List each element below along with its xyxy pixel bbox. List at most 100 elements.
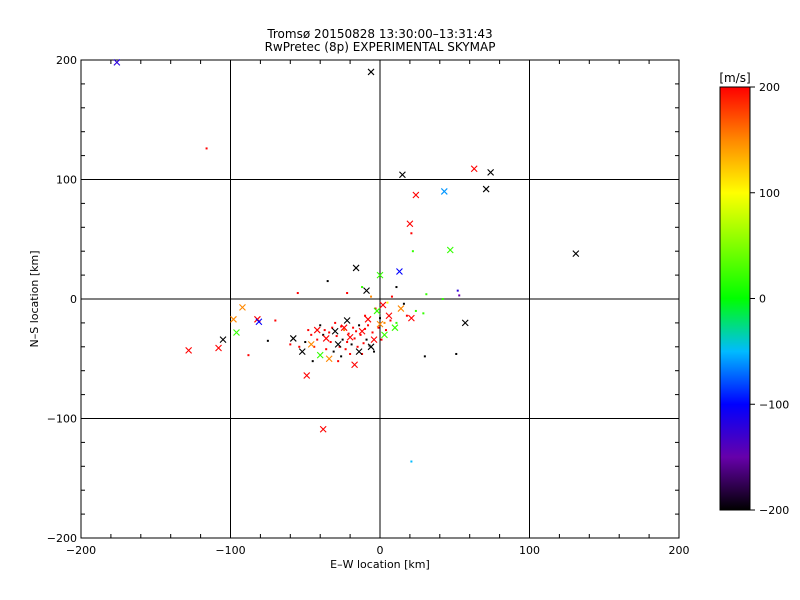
data-point-dot: [343, 329, 346, 332]
data-point-x-marker: [364, 315, 372, 323]
data-marks: [113, 59, 580, 463]
colorbar-gradient: [719, 86, 751, 511]
data-point-x-marker: [230, 315, 237, 323]
data-point-dot: [319, 324, 322, 327]
data-point-x-marker: [316, 351, 324, 359]
x-tick-label: −200: [66, 544, 96, 557]
data-point-x-marker: [376, 320, 384, 328]
data-point-x-marker: [396, 268, 403, 275]
data-point-dot: [334, 321, 337, 324]
data-point-dot: [340, 355, 343, 358]
y-tick-label: 0: [70, 293, 77, 306]
data-point-x-marker: [379, 301, 387, 309]
data-point-x-marker: [346, 333, 354, 341]
data-point-dot: [346, 292, 349, 295]
data-point-dot: [247, 354, 250, 357]
y-tick-label: −200: [47, 532, 77, 545]
data-point-dot: [322, 333, 325, 336]
colorbar-tick-label: 200: [759, 81, 780, 94]
y-tick-label: −100: [47, 413, 77, 426]
data-point-dot: [370, 295, 373, 298]
data-point-dot: [384, 329, 387, 332]
data-point-x-marker: [385, 312, 393, 320]
data-point-dot: [423, 355, 426, 358]
data-point-dot: [390, 295, 393, 298]
data-point-x-marker: [406, 220, 414, 228]
data-point-x-marker: [331, 327, 339, 335]
data-point-dot: [337, 360, 340, 363]
data-point-dot: [325, 348, 328, 351]
colorbar-tick-label: 0: [759, 293, 766, 306]
data-point-dot: [310, 333, 313, 336]
grid-lines: [81, 60, 679, 538]
data-point-dot: [364, 314, 367, 317]
data-point-dot: [377, 326, 380, 329]
chart-title: Tromsø 20150828 13:30:00–13:31:43: [266, 27, 492, 41]
data-point-dot: [352, 326, 355, 329]
data-point-dot: [362, 342, 365, 345]
data-point-dot: [353, 337, 356, 340]
data-point-dot: [367, 324, 370, 327]
y-tick-label: 200: [56, 54, 77, 67]
data-point-x-marker: [185, 346, 193, 354]
data-point-dot: [326, 280, 329, 283]
data-point-x-marker: [408, 314, 415, 322]
x-tick-label: 200: [669, 544, 690, 557]
colorbar-tick-label: −100: [759, 398, 789, 411]
data-point-dot: [414, 309, 417, 312]
data-point-dot: [349, 352, 352, 355]
data-point-dot: [332, 350, 335, 353]
chart-subtitle: RwPretec (8p) EXPERIMENTAL SKYMAP: [265, 40, 496, 54]
data-point-x-marker: [446, 246, 454, 254]
data-point-x-marker: [352, 264, 360, 272]
data-point-x-marker: [358, 327, 366, 335]
data-point-dot: [402, 302, 405, 305]
data-point-x-marker: [399, 171, 406, 179]
data-point-x-marker: [397, 305, 405, 312]
data-point-dot: [356, 345, 359, 348]
data-point-dot: [395, 321, 398, 324]
data-point-x-marker: [307, 341, 315, 348]
data-point-dot: [347, 332, 350, 335]
data-point-dot: [296, 292, 299, 295]
data-point-dot: [341, 338, 344, 341]
x-tick-label: 0: [377, 544, 384, 557]
data-point-x-marker: [298, 348, 306, 355]
data-point-x-marker: [351, 361, 358, 369]
data-point-dot: [374, 307, 377, 310]
data-point-x-marker: [334, 341, 342, 348]
data-point-dot: [205, 147, 208, 150]
colorbar-label: [m/s]: [719, 71, 750, 85]
data-point-dot: [458, 294, 461, 297]
data-point-x-marker: [215, 344, 222, 352]
data-point-x-marker: [412, 191, 420, 199]
data-point-dot: [411, 250, 414, 253]
data-point-dot: [386, 301, 389, 304]
data-point-x-marker: [219, 336, 227, 344]
data-point-x-marker: [303, 372, 311, 379]
data-point-dot: [311, 360, 314, 363]
data-point-dot: [298, 345, 301, 348]
data-point-x-marker: [355, 348, 363, 355]
data-point-x-marker: [233, 329, 240, 336]
data-point-dot: [379, 317, 381, 320]
data-point-x-marker: [113, 59, 121, 66]
data-point-x-marker: [363, 287, 370, 295]
y-tick-label: 100: [56, 174, 77, 187]
data-point-x-marker: [487, 168, 495, 176]
y-ticks: −200 −100 0 100 200: [47, 54, 679, 545]
data-point-dot: [289, 343, 292, 346]
data-point-dot: [323, 329, 326, 332]
data-point-x-marker: [319, 425, 327, 433]
data-point-dot: [338, 345, 341, 348]
colorbar-tick-label: 100: [759, 187, 780, 200]
data-point-x-marker: [376, 271, 384, 279]
data-point-x-marker: [343, 317, 351, 324]
data-point-dot: [307, 329, 310, 332]
data-point-x-marker: [572, 250, 580, 257]
colorbar-ticks: 200 100 0 −100 −200: [750, 81, 789, 517]
data-point-dot: [335, 335, 338, 338]
data-point-x-marker: [325, 355, 333, 363]
data-point-dot: [410, 232, 413, 235]
